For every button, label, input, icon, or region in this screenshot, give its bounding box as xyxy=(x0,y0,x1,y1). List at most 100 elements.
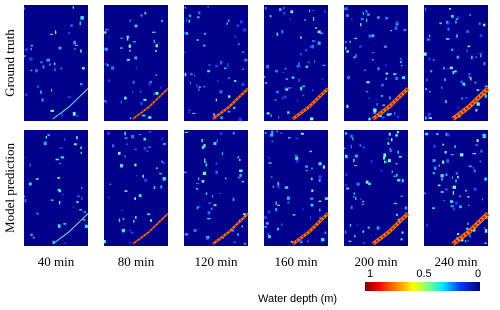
speck xyxy=(467,195,470,198)
speck xyxy=(205,163,208,167)
speck xyxy=(322,165,326,169)
speck xyxy=(311,44,315,49)
speck xyxy=(401,231,404,234)
speck xyxy=(104,239,106,244)
speck xyxy=(394,26,398,30)
speck xyxy=(268,156,270,160)
speck xyxy=(401,64,403,67)
speck xyxy=(318,162,322,166)
speck xyxy=(160,185,163,189)
speck xyxy=(452,191,455,195)
speck xyxy=(281,30,284,34)
speck xyxy=(80,16,84,20)
speck xyxy=(215,162,218,165)
speck xyxy=(310,203,314,207)
speck xyxy=(287,201,290,204)
speck xyxy=(351,18,353,21)
map-panel xyxy=(24,5,89,121)
speck xyxy=(300,36,302,39)
speck xyxy=(444,78,446,81)
speck xyxy=(445,132,448,137)
speck xyxy=(122,218,125,220)
speck xyxy=(458,205,463,209)
speck xyxy=(160,160,164,164)
speck xyxy=(222,236,225,239)
speck xyxy=(317,41,321,45)
speck xyxy=(148,82,151,86)
speck xyxy=(355,54,357,58)
speck xyxy=(383,153,387,157)
speck xyxy=(481,198,484,201)
speck xyxy=(383,156,386,160)
speck xyxy=(383,45,387,48)
speck xyxy=(267,235,271,239)
speck xyxy=(58,162,62,165)
speck xyxy=(424,192,427,195)
speck xyxy=(464,97,468,99)
speck xyxy=(467,45,471,48)
speck xyxy=(311,9,315,12)
speck xyxy=(159,172,163,175)
speck xyxy=(424,52,427,56)
speck xyxy=(388,132,391,136)
speck xyxy=(395,134,398,137)
speck xyxy=(389,149,393,152)
speck xyxy=(450,205,454,208)
panel-background xyxy=(264,130,328,246)
speck xyxy=(399,58,403,60)
speck xyxy=(285,88,289,91)
speck xyxy=(484,242,487,244)
speck xyxy=(35,68,38,73)
speck xyxy=(266,64,270,69)
speck xyxy=(264,82,268,84)
speck xyxy=(75,115,79,117)
speck xyxy=(370,160,373,163)
speck xyxy=(430,70,433,73)
speck xyxy=(201,180,205,183)
speck xyxy=(426,38,431,41)
speck xyxy=(130,117,132,120)
speck xyxy=(394,111,396,115)
speck xyxy=(264,226,268,228)
speck xyxy=(393,73,397,76)
speck xyxy=(185,18,187,22)
speck xyxy=(216,139,218,143)
speck xyxy=(480,53,482,58)
speck xyxy=(30,44,34,47)
speck xyxy=(264,132,267,134)
speck xyxy=(282,71,285,73)
speck xyxy=(469,234,471,238)
speck xyxy=(362,11,365,16)
speck xyxy=(475,144,479,146)
speck xyxy=(269,133,274,137)
speck xyxy=(289,18,291,21)
column-label: 160 min xyxy=(275,254,318,269)
speck xyxy=(241,51,245,54)
speck xyxy=(188,111,190,113)
speck xyxy=(142,174,144,178)
speck xyxy=(59,200,61,205)
speck xyxy=(393,202,397,205)
speck xyxy=(401,76,406,80)
speck xyxy=(298,78,300,82)
speck xyxy=(318,175,322,179)
speck xyxy=(28,182,32,186)
speck xyxy=(74,143,77,146)
speck xyxy=(215,170,218,174)
speck xyxy=(264,76,266,78)
speck xyxy=(80,186,83,189)
speck xyxy=(468,165,472,168)
row-label: Model prediction xyxy=(2,143,17,233)
speck xyxy=(437,184,441,187)
river xyxy=(52,88,89,120)
speck xyxy=(124,155,126,158)
speck xyxy=(215,98,218,102)
speck xyxy=(390,113,392,115)
speck xyxy=(62,193,64,196)
speck xyxy=(148,116,152,119)
speck xyxy=(299,240,303,243)
speck xyxy=(349,224,352,227)
speck xyxy=(301,132,304,135)
speck xyxy=(484,94,487,98)
speck xyxy=(57,188,61,191)
